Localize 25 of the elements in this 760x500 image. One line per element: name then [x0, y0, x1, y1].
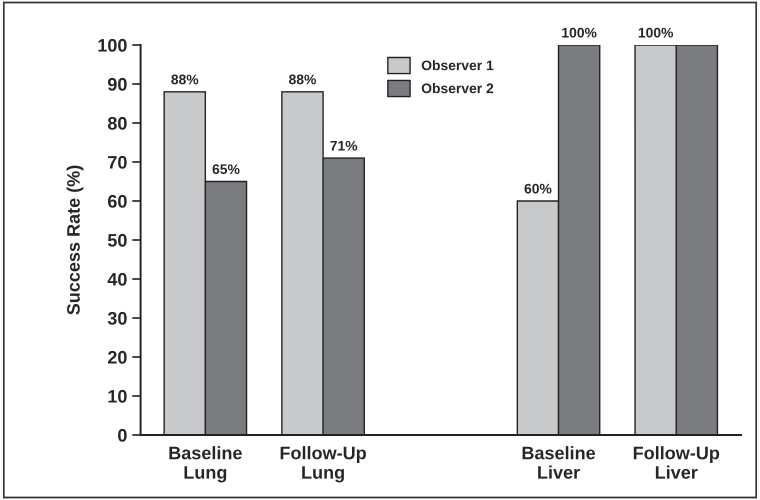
x-tick-label: Baseline Liver	[522, 446, 596, 479]
y-tick-label: 70	[108, 156, 127, 169]
y-tick-label: 20	[108, 350, 127, 364]
legend-label: Observer 1	[422, 60, 494, 70]
x-tick-label: Follow-Up Liver	[634, 446, 720, 479]
y-tick-label: 10	[108, 390, 127, 403]
y-tick-label: 50	[108, 234, 127, 247]
x-tick-label: Baseline Lung	[169, 446, 242, 482]
y-tick-label: 60	[108, 194, 127, 208]
legend-label: Observer 2	[422, 83, 494, 94]
y-tick-label: 0	[118, 428, 127, 442]
y-tick-label: 80	[108, 116, 127, 130]
y-tick-label: 40	[108, 272, 127, 286]
data-label: 88%	[289, 74, 316, 84]
data-label: 100%	[638, 28, 674, 38]
data-label: 88%	[171, 74, 198, 84]
y-tick-label: 30	[108, 312, 127, 325]
data-label: 100%	[562, 28, 597, 38]
y-tick-label: 90	[108, 78, 127, 91]
data-label: 71%	[330, 140, 358, 151]
y-tick-label: 100	[98, 38, 127, 52]
data-label: 60%	[524, 184, 552, 194]
data-label: 65%	[212, 164, 240, 174]
x-tick-label: Follow-Up Lung	[280, 446, 366, 482]
y-axis-title: Success Rate (%)	[66, 166, 84, 315]
